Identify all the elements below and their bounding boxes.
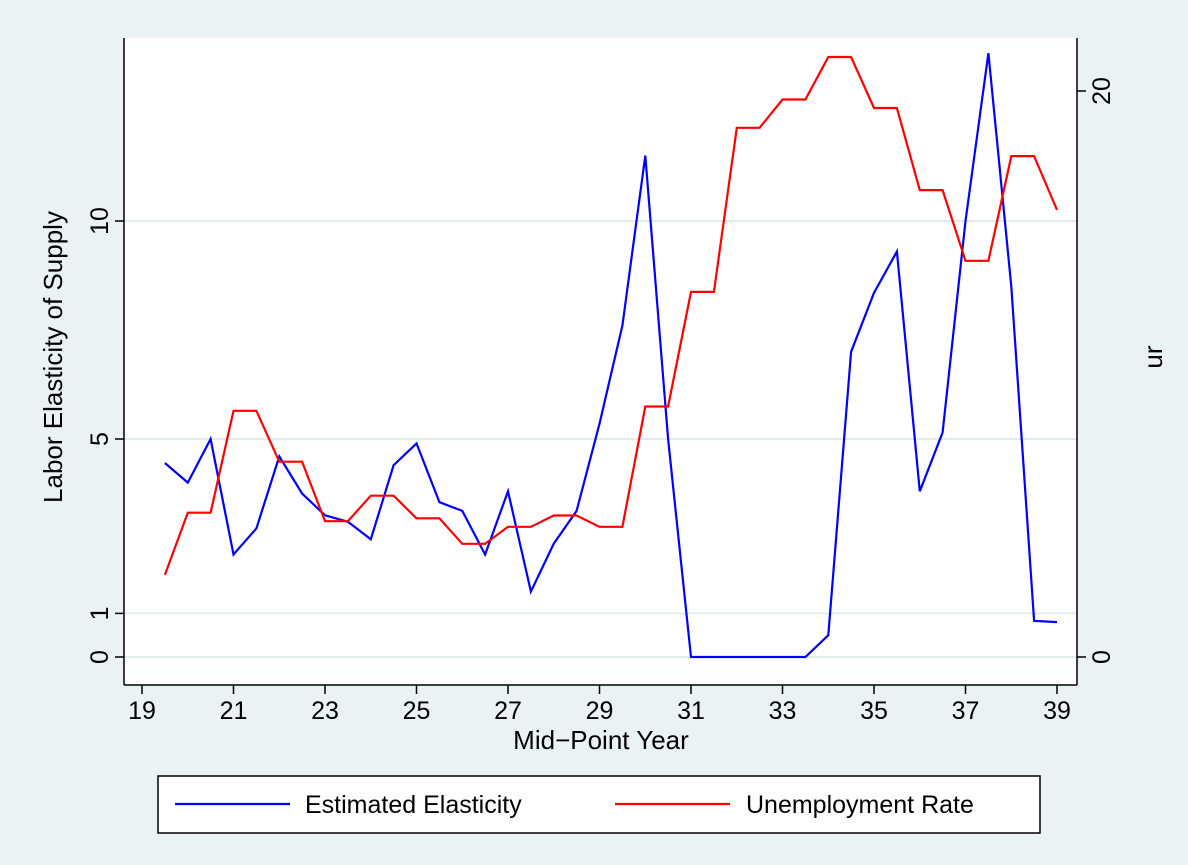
y-right-tick-label-0: 0	[1088, 650, 1116, 664]
y-left-axis-title: Labor Elasticity of Supply	[38, 211, 68, 503]
y-left-tick-label-10: 10	[86, 207, 114, 235]
x-tick-label-19: 19	[128, 697, 156, 725]
y-left-tick-label-5: 5	[86, 432, 114, 446]
x-tick-label-35: 35	[860, 697, 888, 725]
x-tick-label-39: 39	[1043, 697, 1071, 725]
x-tick-label-37: 37	[952, 697, 980, 725]
legend-box	[157, 775, 1041, 834]
legend: Estimated Elasticity Unemployment Rate	[157, 775, 1041, 834]
y-right-tick-label-20: 20	[1088, 77, 1116, 105]
x-tick-label-23: 23	[311, 697, 339, 725]
y-left-tick-label-0: 0	[86, 650, 114, 664]
legend-label-unemployment-rate: Unemployment Rate	[746, 791, 974, 819]
x-tick-label-33: 33	[769, 697, 797, 725]
x-axis-title: Mid−Point Year	[513, 725, 689, 755]
x-tick-label-27: 27	[494, 697, 522, 725]
gridlines	[124, 220, 1077, 658]
x-tick-label-21: 21	[220, 697, 248, 725]
y-left-tick-label-1: 1	[86, 606, 114, 620]
x-tick-label-25: 25	[403, 697, 431, 725]
plot-background	[124, 38, 1077, 685]
x-tick-label-29: 29	[586, 697, 614, 725]
series-line-unemployment-rate	[163, 55, 1059, 576]
y-right-axis-title: ur	[1138, 345, 1168, 368]
x-tick-label-31: 31	[677, 697, 705, 725]
series-lines	[163, 52, 1059, 659]
axes: 19 21 23 25 27 29 31 33 35 37 39 0 1 5 10 0 20	[86, 38, 1116, 725]
series-line-estimated-elasticity	[164, 52, 1058, 659]
legend-label-estimated-elasticity: Estimated Elasticity	[305, 791, 522, 819]
